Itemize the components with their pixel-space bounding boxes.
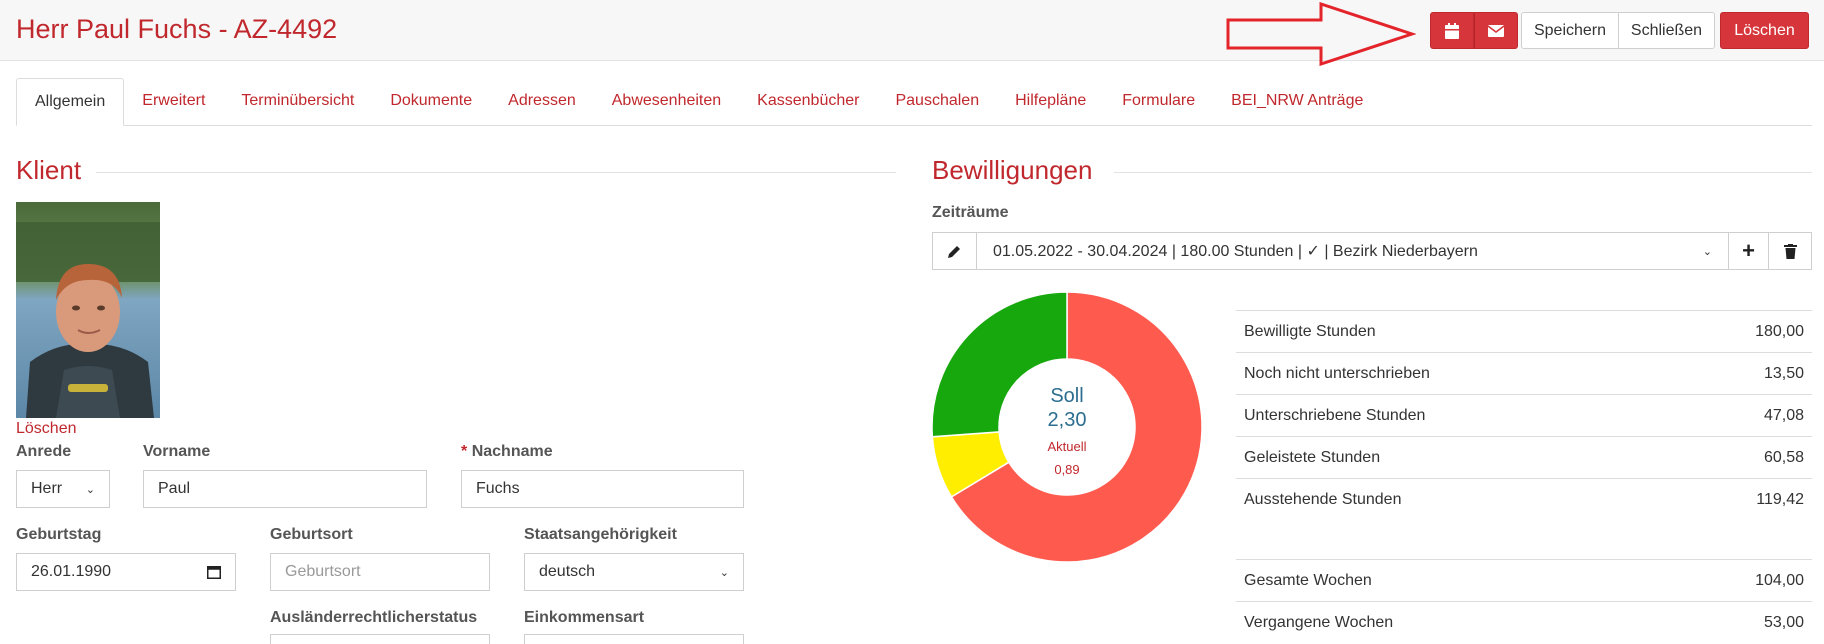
geburtsort-placeholder: Geburtsort	[285, 563, 361, 580]
stat-label: Unterschriebene Stunden	[1244, 406, 1426, 424]
section-divider	[1114, 172, 1812, 173]
tab-abwesenheiten[interactable]: Abwesenheiten	[611, 92, 722, 109]
calendar-icon	[1445, 22, 1459, 39]
tab-pauschalen[interactable]: Pauschalen	[895, 92, 980, 109]
stat-row: Ausstehende Stunden 119,42	[1236, 478, 1812, 520]
hours-stats-table: Bewilligte Stunden 180,00 Noch nicht unte…	[1236, 310, 1812, 520]
page-title: Herr Paul Fuchs - AZ-4492	[16, 14, 338, 44]
hours-donut-chart	[932, 292, 1202, 562]
vorname-input[interactable]: Paul	[143, 470, 427, 508]
selected-period-value: 01.05.2022 - 30.04.2024 | 180.00 Stunden…	[993, 243, 1478, 260]
client-photo[interactable]	[16, 202, 160, 418]
stat-row: Geleistete Stunden 60,58	[1236, 436, 1812, 478]
tab-erweitert[interactable]: Erweitert	[142, 92, 206, 109]
required-marker: *	[461, 443, 468, 460]
tab-hilfeplaene[interactable]: Hilfepläne	[1015, 92, 1087, 109]
weeks-stats-table: Gesamte Wochen 104,00 Vergangene Wochen 53…	[1236, 559, 1812, 643]
auslaenderstatus-select[interactable]	[270, 634, 490, 644]
stat-value: 60,58	[1763, 448, 1804, 466]
staatsangehoerigkeit-value: deutsch	[539, 563, 596, 580]
delete-button[interactable]: Löschen	[1720, 12, 1809, 49]
staatsangehoerigkeit-label: Staatsangehörigkeit	[524, 526, 677, 543]
tab-terminuebersicht[interactable]: Terminübersicht	[241, 92, 355, 109]
tab-kassenbuecher[interactable]: Kassenbücher	[757, 92, 860, 109]
calendar-button[interactable]	[1430, 12, 1474, 49]
anrede-label: Anrede	[16, 443, 72, 460]
geburtsort-input[interactable]: Geburtsort	[270, 553, 490, 591]
stat-label: Bewilligte Stunden	[1244, 322, 1376, 340]
nachname-input[interactable]: Fuchs	[461, 470, 744, 508]
vorname-label: Vorname	[143, 443, 211, 460]
soll-label: Soll	[1050, 385, 1084, 407]
client-photo-image	[16, 202, 160, 418]
envelope-icon	[1488, 24, 1504, 37]
stat-row: Unterschriebene Stunden 47,08	[1236, 394, 1812, 436]
client-section-title: Klient	[16, 155, 82, 185]
top-bar: Herr Paul Fuchs - AZ-4492 Speichern Schl…	[0, 0, 1824, 66]
stat-label: Ausstehende Stunden	[1244, 490, 1402, 508]
calendar-icon[interactable]	[207, 565, 221, 579]
aktuell-value: 0,89	[1054, 462, 1080, 477]
tab-dokumente[interactable]: Dokumente	[390, 92, 473, 109]
trash-icon	[1783, 243, 1797, 259]
staatsangehoerigkeit-select[interactable]: deutsch ⌄	[524, 553, 744, 591]
save-button[interactable]: Speichern	[1521, 12, 1619, 49]
nachname-label: * Nachname	[461, 443, 553, 461]
stat-label: Vergangene Wochen	[1244, 613, 1394, 631]
tab-bar: Allgemein Erweitert Terminübersicht Doku…	[16, 78, 1812, 126]
photo-delete-link[interactable]: Löschen	[16, 420, 77, 437]
tab-bei-nrw-antraege[interactable]: BEI_NRW Anträge	[1231, 92, 1364, 109]
stat-row: Vergangene Wochen 53,00	[1236, 601, 1812, 643]
soll-value: 2,30	[1047, 409, 1087, 431]
vorname-value: Paul	[158, 480, 191, 497]
period-selector: 01.05.2022 - 30.04.2024 | 180.00 Stunden…	[932, 232, 1812, 270]
stat-value: 53,00	[1763, 613, 1804, 631]
close-button[interactable]: Schließen	[1619, 12, 1715, 49]
nachname-value: Fuchs	[476, 480, 520, 497]
pencil-icon	[948, 245, 960, 258]
tab-adressen[interactable]: Adressen	[508, 92, 576, 109]
stat-value: 47,08	[1763, 406, 1804, 424]
geburtsort-label: Geburtsort	[270, 526, 353, 543]
stat-label: Gesamte Wochen	[1244, 571, 1372, 589]
edit-period-button[interactable]	[933, 233, 977, 269]
stat-label: Geleistete Stunden	[1244, 448, 1381, 466]
einkommensart-label: Einkommensart	[524, 609, 645, 626]
stat-row: Bewilligte Stunden 180,00	[1236, 310, 1812, 352]
geburtstag-input[interactable]: 26.01.1990	[16, 553, 236, 591]
aktuell-label: Aktuell	[1047, 439, 1087, 454]
action-button-group: Speichern Schließen	[1521, 12, 1715, 49]
add-period-button[interactable]: +	[1729, 233, 1769, 269]
chevron-down-icon: ⌄	[1702, 245, 1712, 258]
section-divider	[96, 172, 896, 173]
chevron-down-icon: ⌄	[719, 566, 729, 579]
period-select[interactable]: 01.05.2022 - 30.04.2024 | 180.00 Stunden…	[977, 233, 1729, 269]
donut-segment[interactable]	[950, 292, 1202, 562]
periods-label: Zeiträume	[932, 204, 1009, 221]
stat-label: Noch nicht unterschrieben	[1244, 364, 1430, 382]
geburtstag-label: Geburtstag	[16, 526, 102, 543]
stat-value: 13,50	[1763, 364, 1804, 382]
tab-allgemein[interactable]: Allgemein	[16, 78, 125, 126]
stat-value: 119,42	[1756, 490, 1804, 508]
approvals-section-title: Bewilligungen	[932, 155, 1093, 185]
stat-value: 180,00	[1755, 322, 1804, 340]
einkommensart-select[interactable]	[524, 634, 744, 644]
donut-segment[interactable]	[932, 292, 1068, 438]
arrow-annotation-icon	[1226, 2, 1416, 66]
stat-value: 104,00	[1755, 571, 1804, 589]
delete-period-button[interactable]	[1769, 233, 1811, 269]
stat-row: Noch nicht unterschrieben 13,50	[1236, 352, 1812, 394]
anrede-value: Herr	[31, 480, 63, 497]
chevron-down-icon: ⌄	[85, 483, 95, 496]
nachname-label-text: Nachname	[471, 443, 553, 460]
geburtstag-value: 26.01.1990	[31, 563, 112, 580]
tab-formulare[interactable]: Formulare	[1122, 92, 1196, 109]
plus-icon: +	[1742, 238, 1755, 263]
icon-button-group	[1430, 12, 1518, 49]
stat-row: Gesamte Wochen 104,00	[1236, 559, 1812, 601]
auslaenderstatus-label: Ausländerrechtlicherstatus	[270, 609, 478, 626]
anrede-select[interactable]: Herr ⌄	[16, 470, 110, 508]
email-button[interactable]	[1474, 12, 1518, 49]
